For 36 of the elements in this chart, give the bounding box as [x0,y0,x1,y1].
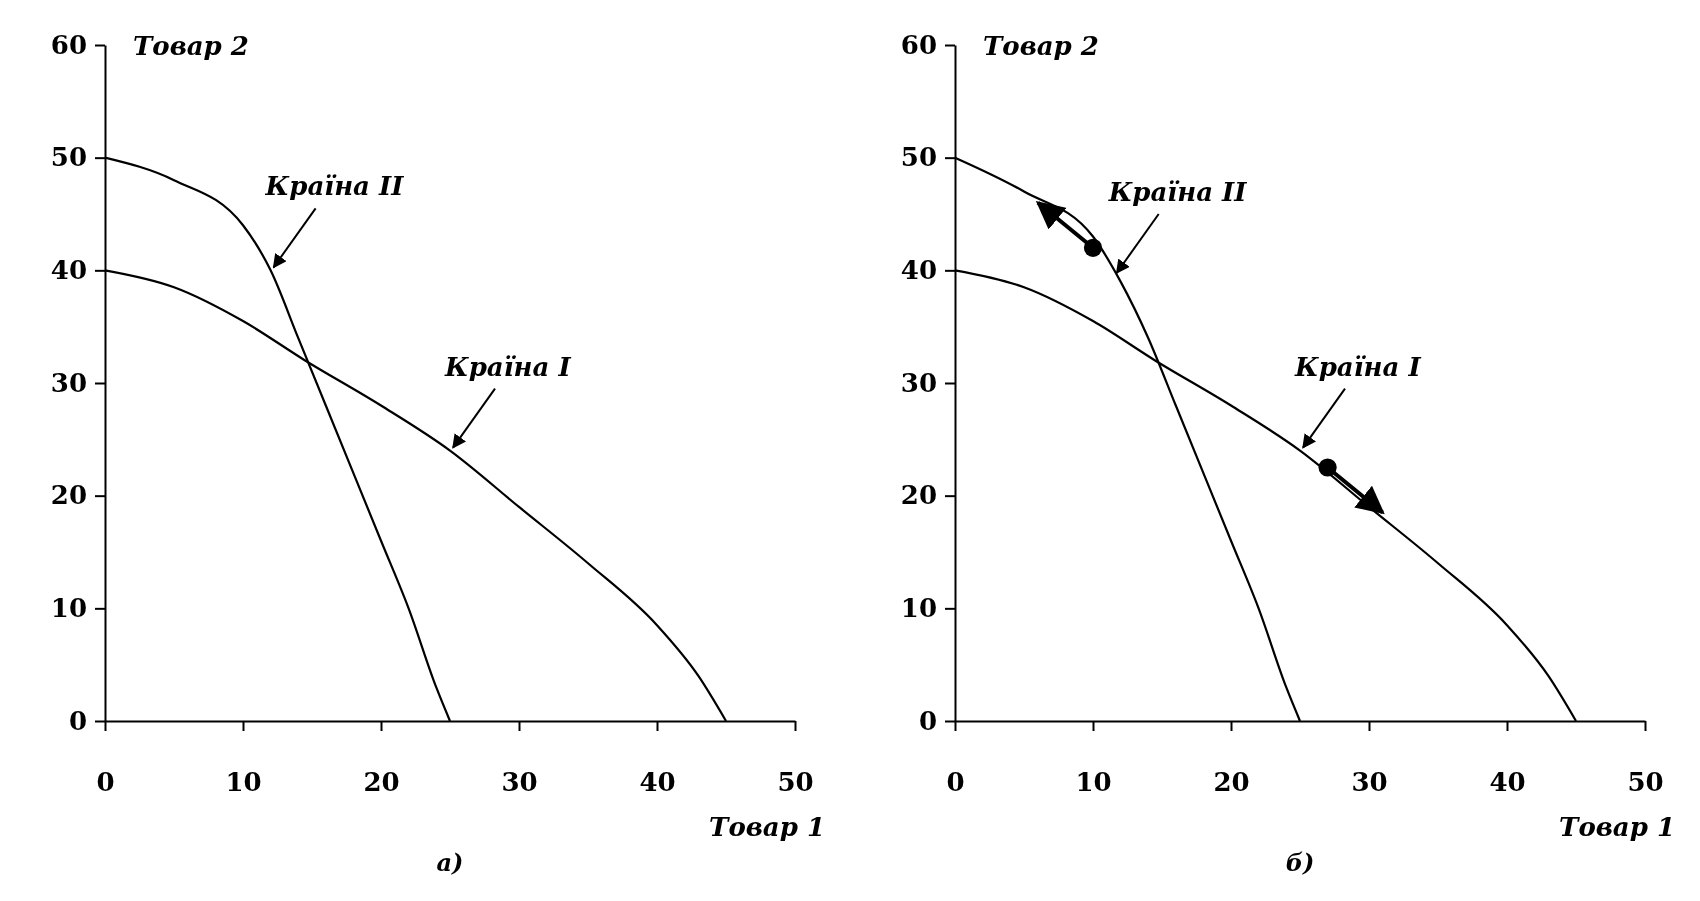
x-axis-title: Товар 1 [709,812,825,842]
x-tick-label: 20 [1213,767,1250,798]
y-tick-label: 20 [900,480,937,511]
x-tick-label: 30 [1351,767,1388,798]
y-tick-label: 40 [900,255,937,286]
x-tick-label: 10 [1075,767,1112,798]
y-tick-label: 40 [50,255,87,286]
y-tick-label: 50 [50,142,87,173]
annotation: Країна II [1107,176,1248,207]
x-tick-label: 50 [1627,767,1664,798]
annotation: Країна I [444,351,572,382]
y-tick-label: 30 [50,367,87,398]
y-tick-label: 0 [68,705,87,736]
y-tick-label: 50 [900,142,937,173]
x-tick-label: 30 [501,767,538,798]
x-tick-label: 0 [946,767,965,798]
y-tick-label: 10 [900,593,937,624]
x-tick-label: 40 [1489,767,1526,798]
x-tick-label: 0 [96,767,115,798]
y-tick-label: 0 [918,705,937,736]
y-axis-title: Товар 2 [133,31,249,61]
y-axis-title: Товар 2 [983,31,1099,61]
y-tick-label: 20 [50,480,87,511]
y-tick-label: 30 [900,367,937,398]
x-tick-label: 40 [639,767,676,798]
annotation: Країна II [264,171,405,202]
x-axis-title: Товар 1 [1559,812,1675,842]
y-tick-label: 60 [900,29,937,60]
y-tick-label: 60 [50,29,87,60]
text: б) [1285,848,1315,877]
x-tick-label: 50 [777,767,814,798]
x-tick-label: 20 [363,767,400,798]
annotation: Країна I [1294,351,1422,382]
x-tick-label: 10 [225,767,262,798]
y-tick-label: 10 [50,593,87,624]
text: а) [436,848,464,877]
